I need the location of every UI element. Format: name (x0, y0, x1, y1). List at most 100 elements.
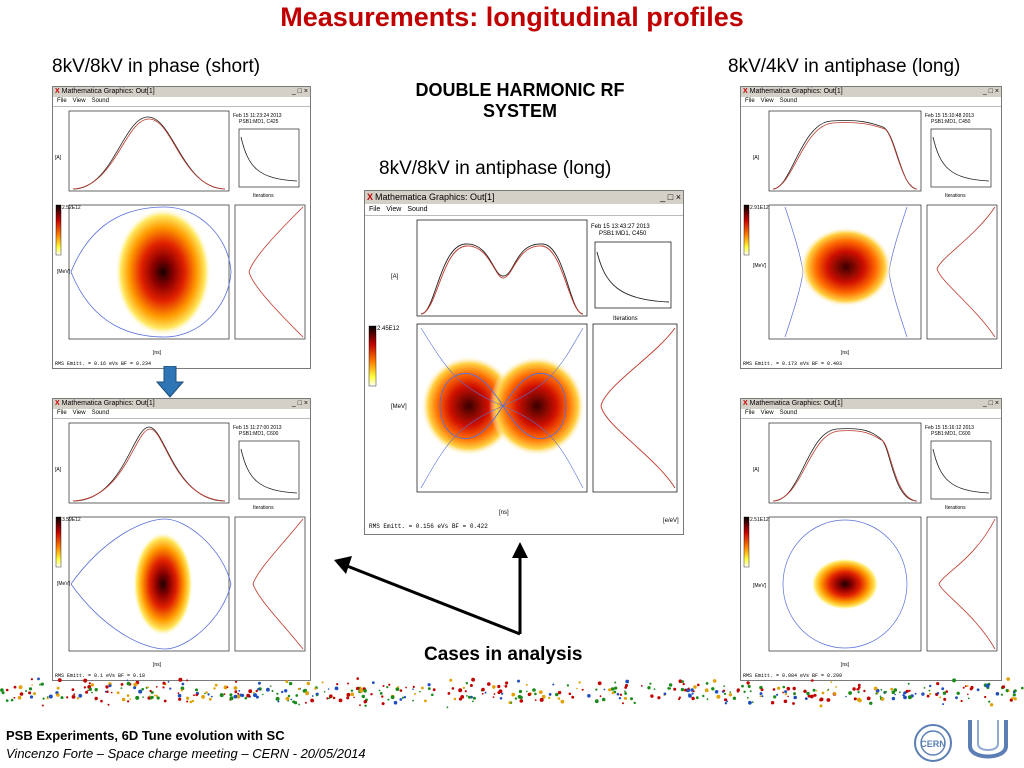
mathematica-logo-icon: X (743, 88, 748, 95)
menu-view[interactable]: View (760, 98, 774, 104)
particle-dot (1007, 689, 1010, 692)
particle-dot (852, 687, 856, 691)
particle-dot (5, 699, 9, 702)
particle-dot (611, 691, 615, 695)
window-controls[interactable]: _ □ × (982, 400, 999, 407)
particle-dot (793, 695, 797, 700)
particle-dot (120, 687, 123, 689)
particle-dot (942, 691, 947, 695)
university-logo-icon (968, 720, 1008, 759)
particle-dot (929, 684, 932, 688)
particle-dot (329, 694, 333, 698)
particle-dot (594, 699, 599, 704)
particle-dot (678, 696, 682, 699)
particle-dot (603, 688, 606, 691)
window-titlebar[interactable]: X Mathematica Graphics: Out[1] _ □ × (53, 87, 310, 97)
caption-antiphase-8kv-long: 8kV/8kV in antiphase (long) (379, 158, 612, 179)
menu-file[interactable]: File (745, 410, 755, 416)
window-controls[interactable]: _ □ × (291, 88, 308, 95)
window-controls[interactable]: _ □ × (291, 400, 308, 407)
window-titlebar[interactable]: X Mathematica Graphics: Out[1] _ □ × (741, 399, 1001, 409)
window-controls[interactable]: _ □ × (982, 88, 999, 95)
particle-dot (624, 696, 627, 700)
particle-dot (835, 686, 838, 688)
menu-sound[interactable]: Sound (779, 410, 797, 416)
particle-dot (821, 691, 825, 695)
particle-dot (48, 694, 53, 699)
particle-dot (614, 681, 617, 684)
window-controls[interactable]: _ □ × (660, 192, 681, 202)
particle-dot (695, 696, 699, 700)
particle-dot (397, 686, 400, 688)
iterations-label: Iterations (945, 505, 966, 511)
menu-view[interactable]: View (760, 410, 774, 416)
particle-dot (936, 682, 940, 686)
menu-sound[interactable]: Sound (779, 98, 797, 104)
particle-dot (885, 691, 888, 693)
particle-dot (467, 695, 471, 699)
mathematica-logo-icon: X (367, 192, 374, 202)
particle-dot (936, 692, 940, 695)
particle-dot (716, 694, 721, 699)
particle-dot (255, 689, 258, 693)
particle-dot (723, 692, 727, 695)
particle-dot (857, 688, 860, 691)
particle-dot (508, 701, 512, 704)
particle-dot (815, 689, 818, 692)
particle-dot (773, 695, 777, 699)
particle-dot (33, 692, 36, 696)
particle-dot (705, 682, 709, 685)
particle-dot (223, 685, 228, 690)
slide-title: Measurements: longitudinal profiles (280, 2, 744, 32)
measurement-plot: [A] Feb 15 13:43:27 2013 PSB1:MD1, C450 … (368, 219, 679, 530)
particle-dot (295, 694, 299, 697)
menu-view[interactable]: View (72, 98, 86, 104)
particle-dot (421, 686, 424, 690)
particle-dot (246, 693, 251, 698)
particle-dot (395, 687, 400, 691)
window-titlebar[interactable]: X Mathematica Graphics: Out[1] _ □ × (741, 87, 1001, 97)
menu-sound[interactable]: Sound (91, 98, 109, 104)
particle-dot (401, 696, 405, 699)
particle-dot (907, 682, 910, 685)
particle-dot (560, 699, 565, 704)
mathematica-window-4[interactable]: X Mathematica Graphics: Out[1] _ □ × File V… (740, 86, 1002, 369)
particle-dot (803, 689, 807, 693)
mathematica-window-5[interactable]: X Mathematica Graphics: Out[1] _ □ × File V… (740, 398, 1002, 681)
menu-sound[interactable]: Sound (91, 410, 109, 416)
mathematica-window-3[interactable]: X Mathematica Graphics: Out[1] _ □ × File V… (364, 190, 684, 535)
menu-view[interactable]: View (72, 410, 86, 416)
particle-dot (275, 696, 280, 701)
menu-view[interactable]: View (386, 206, 402, 213)
particle-dot (857, 683, 861, 687)
menu-file[interactable]: File (57, 410, 67, 416)
particle-dot (169, 687, 172, 690)
menu-file[interactable]: File (369, 206, 381, 213)
particle-dot (552, 683, 555, 686)
menu-sound[interactable]: Sound (407, 206, 428, 213)
particle-dot (538, 690, 543, 694)
particle-dot (427, 687, 431, 690)
particle-dot (650, 694, 654, 698)
particle-dot (90, 683, 94, 687)
particle-dot (381, 702, 385, 706)
particle-dot (328, 697, 331, 700)
particle-dot (287, 694, 291, 698)
particle-dot (338, 698, 343, 703)
particle-dot (56, 686, 60, 690)
particle-dot (526, 690, 528, 693)
mev-label: [MeV] (753, 583, 767, 589)
particle-dot (599, 695, 602, 698)
window-titlebar[interactable]: X Mathematica Graphics: Out[1] _ □ × (53, 399, 310, 409)
particle-dot (875, 692, 878, 695)
particle-dot (760, 688, 764, 692)
menu-file[interactable]: File (745, 98, 755, 104)
mathematica-window-2[interactable]: X Mathematica Graphics: Out[1] _ □ × File V… (52, 398, 311, 681)
mathematica-window-1[interactable]: X Mathematica Graphics: Out[1] _ □ × File V… (52, 86, 311, 369)
particle-dot (945, 690, 948, 693)
window-titlebar[interactable]: X Mathematica Graphics: Out[1] _ □ × (365, 191, 683, 204)
particle-dot (786, 686, 791, 691)
menu-file[interactable]: File (57, 98, 67, 104)
particle-dot (178, 677, 183, 682)
particle-dot (804, 697, 808, 700)
